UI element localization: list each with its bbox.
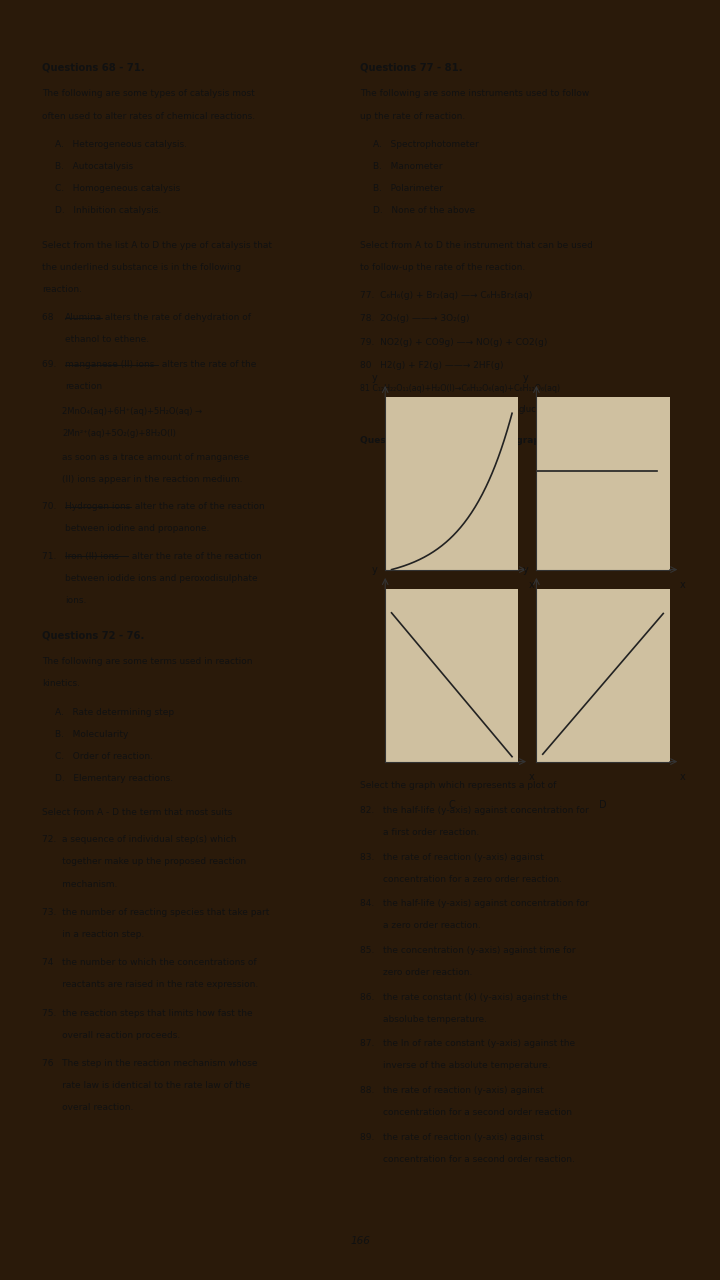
Text: Select from the list A to D the ype of catalysis that: Select from the list A to D the ype of c… — [42, 241, 272, 250]
Text: Questions 77 - 81.: Questions 77 - 81. — [360, 63, 463, 73]
Text: y: y — [372, 564, 377, 575]
Text: y: y — [523, 564, 528, 575]
Text: D: D — [599, 800, 607, 810]
Text: Alumina: Alumina — [66, 314, 102, 323]
Text: C: C — [449, 800, 455, 810]
Text: 73.  the number of reacting species that take part: 73. the number of reacting species that … — [42, 908, 269, 916]
Text: ions.: ions. — [66, 595, 86, 604]
Text: x: x — [680, 772, 685, 782]
Text: 85.   the concentration (y-axis) against time for: 85. the concentration (y-axis) against t… — [360, 946, 575, 955]
Text: Select from A to D the instrument that can be used: Select from A to D the instrument that c… — [360, 241, 593, 250]
Text: A: A — [449, 608, 455, 618]
Text: 2MnO₄(aq)+6H⁺(aq)+5H₂O(aq) →: 2MnO₄(aq)+6H⁺(aq)+5H₂O(aq) → — [62, 407, 202, 416]
Text: Hydrogen ions: Hydrogen ions — [66, 502, 130, 512]
Text: 89.   the rate of reaction (y-axis) against: 89. the rate of reaction (y-axis) agains… — [360, 1133, 544, 1142]
Text: D.   None of the above: D. None of the above — [373, 206, 475, 215]
Text: The following are some terms used in reaction: The following are some terms used in rea… — [42, 657, 253, 666]
Text: reaction.: reaction. — [42, 285, 82, 294]
Text: alter the rate of the reaction: alter the rate of the reaction — [132, 502, 265, 512]
Text: in a reaction step.: in a reaction step. — [42, 931, 144, 940]
Text: Questions 68 - 71.: Questions 68 - 71. — [42, 63, 145, 73]
Text: (II) ions appear in the reaction medium.: (II) ions appear in the reaction medium. — [62, 475, 243, 484]
Text: mechanism.: mechanism. — [42, 879, 117, 888]
Text: y: y — [372, 372, 377, 383]
Text: Select from A - D the term that most suits: Select from A - D the term that most sui… — [42, 809, 233, 818]
Text: absolube temperature.: absolube temperature. — [360, 1015, 487, 1024]
Text: concentration for a second order reaction.: concentration for a second order reactio… — [360, 1155, 575, 1164]
Text: 68: 68 — [42, 314, 59, 323]
Text: Questions 82 - 89 concern the graphs below.: Questions 82 - 89 concern the graphs bel… — [360, 436, 588, 445]
Text: rate law is identical to the rate law of the: rate law is identical to the rate law of… — [42, 1082, 251, 1091]
Text: fructose: fructose — [605, 406, 639, 415]
Text: 77.  C₆H₆(g) + Br₂(aq) —→ C₆H₅Br₂(aq): 77. C₆H₆(g) + Br₂(aq) —→ C₆H₅Br₂(aq) — [360, 291, 532, 300]
Text: 72.  a sequence of individual step(s) which: 72. a sequence of individual step(s) whi… — [42, 836, 237, 845]
Text: alters the rate of the: alters the rate of the — [158, 360, 256, 369]
Text: Questions 72 - 76.: Questions 72 - 76. — [42, 630, 145, 640]
Text: A.   Rate determining step: A. Rate determining step — [55, 708, 174, 717]
Text: 71.: 71. — [42, 552, 62, 561]
Text: 70.: 70. — [42, 502, 62, 512]
Text: 84.   the half-life (y-axis) against concentration for: 84. the half-life (y-axis) against conce… — [360, 900, 589, 909]
Text: a first order reaction.: a first order reaction. — [360, 828, 480, 837]
Text: overall reaction proceeds.: overall reaction proceeds. — [42, 1030, 180, 1039]
Text: x: x — [680, 580, 685, 590]
Text: up the rate of reaction.: up the rate of reaction. — [360, 111, 465, 120]
Text: reactants are raised in the rate expression.: reactants are raised in the rate express… — [42, 980, 258, 989]
Text: between iodine and propanone.: between iodine and propanone. — [66, 525, 210, 534]
Text: 69.: 69. — [42, 360, 62, 369]
Text: A.   Spectrophotometer: A. Spectrophotometer — [373, 140, 479, 148]
Text: Iron (II) ions: Iron (II) ions — [66, 552, 119, 561]
Text: Select the graph which represents a plot of: Select the graph which represents a plot… — [360, 781, 557, 790]
Text: D.   Elementary reactions.: D. Elementary reactions. — [55, 774, 174, 783]
Text: The following are some instruments used to follow: The following are some instruments used … — [360, 90, 589, 99]
Text: kinetics.: kinetics. — [42, 680, 80, 689]
Text: overal reaction.: overal reaction. — [42, 1103, 133, 1112]
Text: 75.  the reaction steps that limits how fast the: 75. the reaction steps that limits how f… — [42, 1009, 253, 1018]
Text: 88.   the rate of reaction (y-axis) against: 88. the rate of reaction (y-axis) agains… — [360, 1085, 544, 1096]
Text: sucrose: sucrose — [390, 406, 423, 415]
Text: 74   the number to which the concentrations of: 74 the number to which the concentration… — [42, 959, 256, 968]
Text: the underlined substance is in the following: the underlined substance is in the follo… — [42, 262, 241, 271]
Text: 86.   the rate constant (k) (y-axis) against the: 86. the rate constant (k) (y-axis) again… — [360, 993, 567, 1002]
Text: often used to alter rates of chemical reactions.: often used to alter rates of chemical re… — [42, 111, 255, 120]
Text: 83.   the rate of reaction (y-axis) against: 83. the rate of reaction (y-axis) agains… — [360, 852, 544, 861]
Text: D.   Inhibition catalysis.: D. Inhibition catalysis. — [55, 206, 161, 215]
Text: B.   Manometer: B. Manometer — [373, 163, 443, 172]
Text: together make up the proposed reaction: together make up the proposed reaction — [42, 858, 246, 867]
Text: 80   H2(g) + F2(g) ——→ 2HF(g): 80 H2(g) + F2(g) ——→ 2HF(g) — [360, 361, 503, 370]
Text: 78.  2O₃(g) ——→ 3O₂(g): 78. 2O₃(g) ——→ 3O₂(g) — [360, 315, 469, 324]
Text: concentration for a second order reaction: concentration for a second order reactio… — [360, 1108, 572, 1117]
Text: as soon as a trace amount of manganese: as soon as a trace amount of manganese — [62, 453, 249, 462]
Text: y: y — [523, 372, 528, 383]
Text: 79.  NO2(g) + CO9g) —→ NO(g) + CO2(g): 79. NO2(g) + CO9g) —→ NO(g) + CO2(g) — [360, 338, 547, 347]
Text: C.   Order of reaction.: C. Order of reaction. — [55, 751, 153, 760]
Text: B: B — [600, 608, 606, 618]
Text: zero order reaction.: zero order reaction. — [360, 968, 472, 977]
Text: alters the rate of dehydration of: alters the rate of dehydration of — [102, 314, 251, 323]
Text: 166: 166 — [350, 1236, 370, 1245]
Text: 2Mn²⁺(aq)+5O₂(g)+8H₂O(l): 2Mn²⁺(aq)+5O₂(g)+8H₂O(l) — [62, 429, 176, 438]
Text: concentration for a zero order reaction.: concentration for a zero order reaction. — [360, 874, 562, 883]
Text: x: x — [529, 772, 534, 782]
Text: alter the rate of the reaction: alter the rate of the reaction — [129, 552, 261, 561]
Text: ethanol to ethene.: ethanol to ethene. — [66, 335, 149, 344]
Text: reaction: reaction — [66, 381, 102, 390]
Text: 82.   the half-life (y-axis) against concentration for: 82. the half-life (y-axis) against conce… — [360, 806, 589, 815]
Text: 87.   the In of rate constant (y-axis) against the: 87. the In of rate constant (y-axis) aga… — [360, 1039, 575, 1048]
Text: 81 C₁₂H₂₂O₁₁(aq)+H₂O(l)→C₆H₁₂O₆(aq)+C₆H₁₂O₆(aq): 81 C₁₂H₂₂O₁₁(aq)+H₂O(l)→C₆H₁₂O₆(aq)+C₆H₁… — [360, 384, 560, 393]
Text: B.   Polarimeter: B. Polarimeter — [373, 184, 444, 193]
Text: a zero order reaction.: a zero order reaction. — [360, 922, 481, 931]
Text: B.   Autocatalysis: B. Autocatalysis — [55, 163, 133, 172]
Text: C.   Homogeneous catalysis: C. Homogeneous catalysis — [55, 184, 181, 193]
Text: manganese (II) ions: manganese (II) ions — [66, 360, 155, 369]
Text: A.   Heterogeneous catalysis.: A. Heterogeneous catalysis. — [55, 140, 187, 148]
Text: inverse of the absolute temperature.: inverse of the absolute temperature. — [360, 1061, 551, 1070]
Text: between iodide ions and peroxodisulphate: between iodide ions and peroxodisulphate — [66, 573, 258, 582]
Text: 76   The step in the reaction mechanism whose: 76 The step in the reaction mechanism wh… — [42, 1059, 258, 1068]
Text: glucose: glucose — [519, 406, 552, 415]
Text: B.   Molecularity: B. Molecularity — [55, 730, 129, 739]
Text: The following are some types of catalysis most: The following are some types of catalysi… — [42, 90, 255, 99]
Text: x: x — [529, 580, 534, 590]
Text: to follow-up the rate of the reaction.: to follow-up the rate of the reaction. — [360, 262, 526, 271]
